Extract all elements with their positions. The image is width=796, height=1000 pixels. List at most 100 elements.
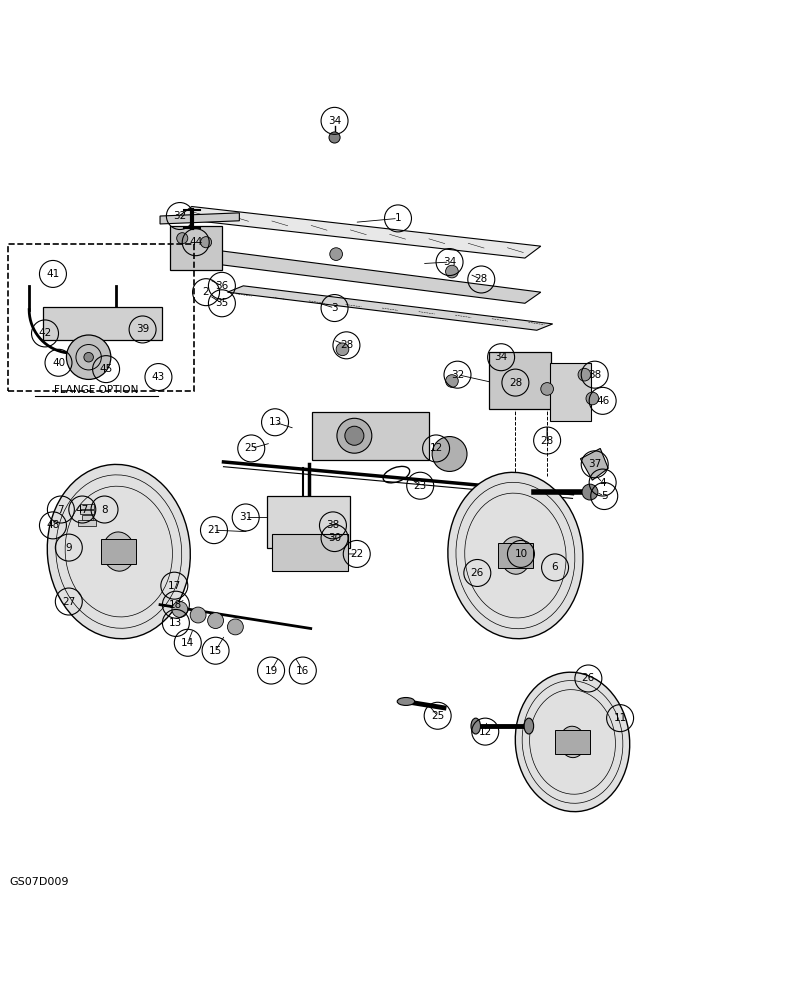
Bar [80, 510, 94, 514]
Polygon shape [498, 543, 533, 568]
Text: 32: 32 [174, 211, 186, 221]
Text: 28: 28 [540, 436, 554, 446]
Text: 11: 11 [614, 713, 626, 723]
Bar [81, 515, 92, 520]
Text: 34: 34 [328, 116, 341, 126]
Text: 1: 1 [395, 213, 401, 223]
Text: 32: 32 [451, 370, 464, 380]
Text: 16: 16 [296, 666, 310, 676]
Text: 46: 46 [596, 396, 609, 406]
Polygon shape [160, 213, 240, 224]
Polygon shape [200, 250, 540, 303]
FancyBboxPatch shape [550, 363, 591, 421]
Text: 36: 36 [215, 281, 228, 291]
Circle shape [446, 265, 458, 278]
Text: 14: 14 [181, 638, 194, 648]
Text: 9: 9 [65, 543, 72, 553]
Text: 21: 21 [207, 525, 220, 535]
Ellipse shape [397, 698, 415, 705]
Text: 23: 23 [414, 481, 427, 491]
Circle shape [190, 607, 206, 623]
Circle shape [336, 343, 349, 356]
Text: 12: 12 [478, 727, 492, 737]
Circle shape [337, 418, 372, 453]
Text: 18: 18 [170, 600, 182, 610]
Text: 26: 26 [470, 568, 484, 578]
Circle shape [208, 613, 224, 629]
Circle shape [201, 237, 212, 248]
Ellipse shape [103, 532, 135, 571]
Text: 34: 34 [443, 257, 456, 267]
Text: 8: 8 [101, 505, 107, 515]
FancyBboxPatch shape [170, 226, 222, 270]
FancyBboxPatch shape [311, 412, 429, 460]
Text: 28: 28 [474, 274, 488, 284]
Ellipse shape [448, 472, 583, 639]
FancyBboxPatch shape [267, 496, 350, 548]
Text: GS07D009: GS07D009 [10, 877, 68, 887]
Ellipse shape [524, 718, 533, 734]
Circle shape [432, 437, 467, 471]
Text: 25: 25 [431, 711, 444, 721]
Text: 28: 28 [340, 340, 353, 350]
FancyBboxPatch shape [272, 534, 348, 571]
Ellipse shape [47, 464, 190, 639]
Circle shape [177, 233, 188, 244]
Text: 37: 37 [588, 459, 601, 469]
Circle shape [330, 248, 342, 260]
Text: 45: 45 [100, 364, 113, 374]
Text: 31: 31 [239, 512, 252, 522]
Text: 2: 2 [203, 287, 209, 297]
Text: 38: 38 [588, 370, 601, 380]
Text: 13: 13 [268, 417, 282, 427]
Ellipse shape [515, 672, 630, 812]
Text: 40: 40 [52, 358, 65, 368]
Text: 39: 39 [136, 324, 149, 334]
Circle shape [540, 383, 553, 395]
Circle shape [345, 426, 364, 445]
Circle shape [446, 375, 458, 387]
Text: 10: 10 [514, 549, 528, 559]
Circle shape [578, 368, 591, 381]
Text: 3: 3 [331, 303, 338, 313]
Text: 35: 35 [215, 298, 228, 308]
Polygon shape [580, 448, 608, 480]
Polygon shape [101, 539, 136, 564]
Text: 13: 13 [170, 618, 182, 628]
Ellipse shape [500, 537, 531, 574]
Text: 22: 22 [350, 549, 364, 559]
Ellipse shape [471, 718, 481, 734]
Text: 12: 12 [430, 443, 443, 453]
Text: 17: 17 [168, 581, 181, 591]
Polygon shape [176, 207, 540, 258]
Text: 27: 27 [62, 597, 76, 607]
Circle shape [582, 484, 598, 500]
Bar [80, 504, 94, 509]
Text: 30: 30 [328, 533, 341, 543]
Text: 6: 6 [552, 562, 558, 572]
Text: 4: 4 [599, 478, 606, 488]
Circle shape [66, 335, 111, 379]
Circle shape [329, 132, 340, 143]
Text: 43: 43 [152, 372, 165, 382]
Polygon shape [228, 286, 552, 330]
Text: 34: 34 [494, 352, 508, 362]
Text: 15: 15 [209, 646, 222, 656]
Text: 19: 19 [264, 666, 278, 676]
Text: FLANGE OPTION: FLANGE OPTION [54, 385, 139, 395]
Circle shape [586, 392, 599, 405]
Circle shape [172, 602, 188, 617]
Text: 38: 38 [326, 520, 340, 530]
Text: 42: 42 [38, 328, 52, 338]
Text: 28: 28 [509, 378, 522, 388]
Polygon shape [555, 730, 590, 754]
FancyBboxPatch shape [43, 307, 162, 340]
Bar [78, 520, 96, 526]
Text: 26: 26 [582, 673, 595, 683]
Text: 7: 7 [57, 505, 64, 515]
Circle shape [84, 352, 93, 362]
Ellipse shape [560, 726, 585, 758]
Text: 47: 47 [76, 505, 89, 515]
Text: 5: 5 [601, 491, 607, 501]
Text: 41: 41 [46, 269, 60, 279]
